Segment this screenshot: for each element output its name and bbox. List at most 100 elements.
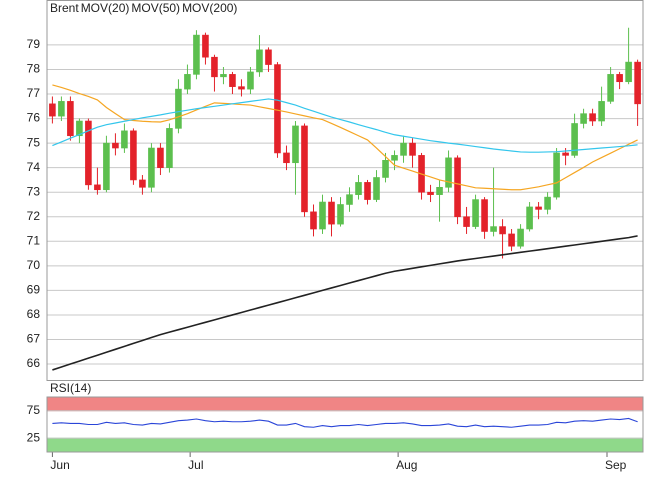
y-tick-label: 77: [27, 86, 41, 100]
y-tick-label: 67: [27, 332, 41, 346]
candle-body: [364, 182, 371, 200]
candle-body: [526, 206, 533, 230]
candle-body: [67, 101, 74, 137]
candle-body: [184, 74, 191, 90]
overbought-band: [46, 396, 644, 412]
price-plot-frame: [46, 0, 644, 381]
candle-body: [211, 56, 218, 78]
rsi-legend: RSI(14): [50, 381, 91, 395]
candle-body: [148, 147, 155, 188]
candle-body: [427, 191, 434, 195]
candle-body: [463, 216, 470, 227]
candle-body: [616, 74, 623, 83]
y-tick-label: 70: [27, 258, 41, 272]
candle-body: [544, 196, 551, 210]
x-tick-label: Sep: [605, 458, 627, 472]
candle-body: [607, 74, 614, 102]
y-tick-label: 79: [27, 37, 41, 51]
candle-body: [454, 157, 461, 218]
candle-body: [598, 101, 605, 122]
candle-body: [265, 49, 272, 65]
candle-body: [157, 147, 164, 168]
candle-body: [202, 34, 209, 58]
candle-body: [85, 120, 92, 186]
candle-body: [382, 159, 389, 178]
y-tick-label: 72: [27, 209, 41, 223]
x-tick-label: Aug: [396, 458, 417, 472]
candle-body: [391, 155, 398, 161]
candle-body: [319, 201, 326, 230]
y-tick-label: 73: [27, 184, 41, 198]
mark-layer: [49, 27, 641, 428]
y-tick-label: 76: [27, 111, 41, 125]
candle-body: [589, 113, 596, 122]
candle-body: [436, 186, 443, 195]
candle-body: [571, 123, 578, 156]
grid-layer: [46, 44, 644, 457]
candle-body: [301, 125, 308, 213]
legend-entry: MOV(200): [182, 1, 237, 15]
candle-body: [481, 199, 488, 232]
candle-body: [328, 201, 335, 225]
candle-body: [247, 71, 254, 90]
candle-body: [580, 113, 587, 124]
rsi-line: [52, 417, 638, 428]
candle-body: [355, 182, 362, 195]
candle-body: [310, 211, 317, 230]
candle-body: [193, 34, 200, 75]
candle-body: [175, 88, 182, 129]
candle-body: [445, 157, 452, 188]
moving-average-line: [52, 98, 638, 153]
candle-body: [94, 184, 101, 191]
candle-body: [553, 152, 560, 198]
candle-body: [103, 142, 110, 191]
candle-body: [139, 179, 146, 188]
candle-body: [220, 74, 227, 78]
y-tick-label: 25: [27, 430, 41, 444]
moving-average-line: [52, 84, 638, 191]
candle-body: [337, 204, 344, 225]
y-tick-label: 74: [27, 160, 41, 174]
candle-body: [472, 199, 479, 227]
legend-entry: MOV(50): [131, 1, 180, 15]
y-tick-label: 71: [27, 233, 41, 247]
candle-body: [499, 226, 506, 235]
candle-body: [535, 206, 542, 210]
candle-body: [166, 128, 173, 168]
candle-body: [58, 101, 65, 117]
oversold-band: [46, 437, 644, 453]
candle-body: [283, 152, 290, 164]
y-tick-label: 78: [27, 62, 41, 76]
candle-body: [562, 152, 569, 156]
candle-body: [76, 120, 83, 137]
candle-body: [517, 228, 524, 247]
candle-body: [373, 177, 380, 200]
candle-body: [130, 130, 137, 181]
y-tick-label: 75: [27, 135, 41, 149]
moving-average-line: [52, 235, 638, 371]
candle-body: [409, 142, 416, 156]
candle-body: [625, 61, 632, 83]
rsi-plot-frame: [46, 396, 644, 453]
x-tick-label: Jun: [50, 458, 69, 472]
text-layer: 66 67 68 69 70 71 72 73 74 75 76 77 78 79 Brent MOV(20)…: [27, 1, 627, 472]
y-tick-label: 66: [27, 356, 41, 370]
y-tick-label: 68: [27, 307, 41, 321]
candle-body: [400, 142, 407, 156]
candle-body: [112, 142, 119, 149]
candle-body: [229, 74, 236, 87]
candle-body: [508, 233, 515, 247]
candle-body: [490, 226, 497, 232]
candle-body: [274, 64, 281, 154]
candle-body: [121, 130, 128, 149]
legend-entry: MOV(20): [81, 1, 130, 15]
candle-body: [634, 61, 641, 105]
legend-entry: Brent: [50, 1, 79, 15]
y-tick-label: 75: [27, 403, 41, 417]
candle-body: [256, 49, 263, 73]
y-tick-label: 69: [27, 283, 41, 297]
x-tick-label: Jul: [188, 458, 203, 472]
candle-body: [346, 194, 353, 205]
candle-body: [292, 125, 299, 164]
